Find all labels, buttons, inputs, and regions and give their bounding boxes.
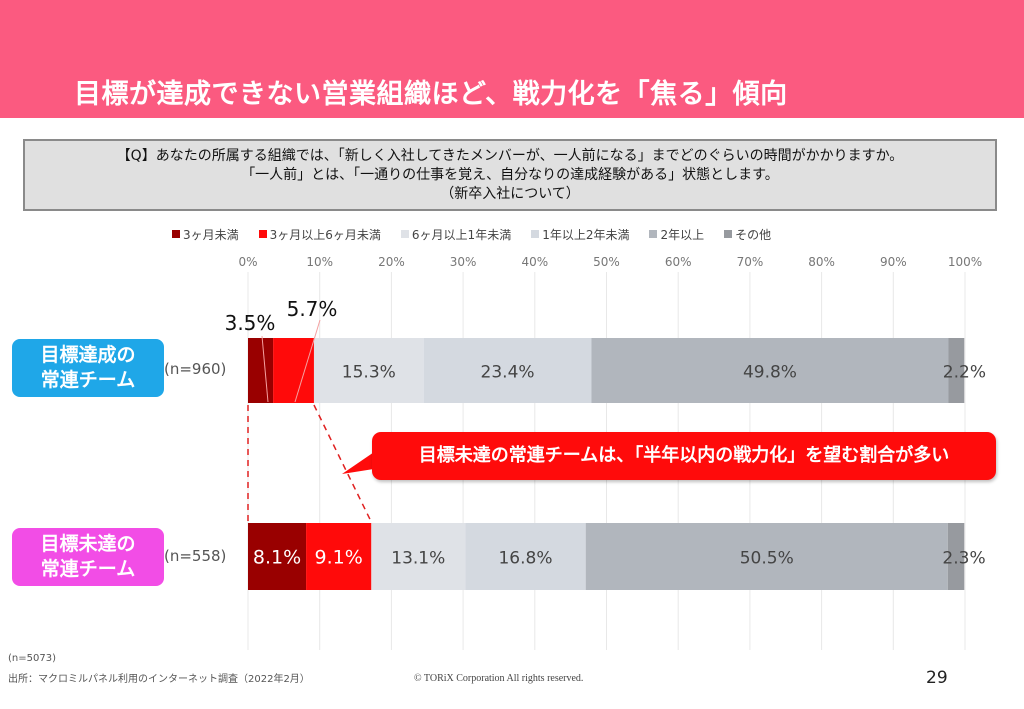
badge-achieving-team-label: 目標達成の 常連チーム <box>40 344 136 391</box>
n-label-achieving: (n=960) <box>164 360 227 378</box>
question-line-3: （新卒入社について） <box>440 186 580 202</box>
legend-item-4: 2年以上 <box>649 226 704 242</box>
x-tick-label-6: 60% <box>665 255 692 269</box>
bar-segment-1-3 <box>465 523 586 590</box>
bar-segment-0-3 <box>423 338 592 403</box>
bar-segment-1-2 <box>371 523 466 590</box>
legend-swatch-3 <box>531 230 540 238</box>
data-label-0-4: 49.8% <box>743 363 797 383</box>
data-label-1-1: 9.1% <box>315 547 363 569</box>
header-banner: 目標が達成できない営業組織ほど、戦力化を「焦る」傾向 <box>0 0 1024 118</box>
bar-segment-0-1 <box>273 338 314 403</box>
bar-segment-1-4 <box>585 523 948 590</box>
bar-segment-0-4 <box>591 338 949 403</box>
x-tick-label-2: 20% <box>378 255 405 269</box>
page-title: 目標が達成できない営業組織ほど、戦力化を「焦る」傾向 <box>74 79 788 110</box>
legend-swatch-0 <box>172 230 180 238</box>
x-tick-label-3: 30% <box>450 255 477 269</box>
bar-segment-1-5 <box>947 523 965 590</box>
badge-missing-team-label: 目標未達の 常連チーム <box>40 533 136 580</box>
data-label-0-5: 2.2% <box>943 363 986 383</box>
legend-item-3: 1年以上2年未満 <box>531 226 629 242</box>
question-line-1: 【Q】あなたの所属する組織では、「新しく入社してきたメンバーが、一人前になる」ま… <box>116 148 904 164</box>
x-tick-label-8: 80% <box>808 255 835 269</box>
data-label-1-3: 16.8% <box>498 549 552 569</box>
data-label-1-5: 2.3% <box>942 549 985 569</box>
data-label-1-0: 8.1% <box>253 547 301 569</box>
legend-label-4: 2年以上 <box>660 227 705 242</box>
question-box: 【Q】あなたの所属する組織では、「新しく入社してきたメンバーが、一人前になる」ま… <box>23 139 997 211</box>
bar-segment-1-0 <box>248 523 307 590</box>
legend-label-2: 6ヶ月以上1年未満 <box>411 227 512 242</box>
question-line-2: 「一人前」とは、「一通りの仕事を覚え、自分なりの達成経験がある」状態とします。 <box>241 167 779 183</box>
legend-label-5: その他 <box>735 227 772 242</box>
data-label-1-2: 13.1% <box>391 549 445 569</box>
legend-label-0: 3ヶ月未満 <box>183 227 239 242</box>
x-tick-label-7: 70% <box>737 255 764 269</box>
legend-swatch-5 <box>724 230 733 238</box>
x-tick-label-9: 90% <box>880 255 907 269</box>
legend-swatch-2 <box>400 230 409 238</box>
n-label-missing: (n=558) <box>164 547 227 565</box>
leader-line-3-5 <box>261 335 269 403</box>
legend-swatch-1 <box>258 230 267 238</box>
bar-segment-0-0 <box>248 338 274 403</box>
x-tick-label-1: 10% <box>306 255 333 269</box>
bar-segment-1-1 <box>306 523 372 590</box>
badge-achieving-team: 目標達成の 常連チーム <box>12 339 164 397</box>
footer-copyright: © TORiX Corporation All rights reserved. <box>414 673 584 684</box>
page-number: 29 <box>926 668 948 688</box>
callout-text: 目標未達の常連チームは、「半年以内の戦力化」を望む割合が多い <box>418 445 950 466</box>
data-label-0-1: 5.7% <box>287 297 338 321</box>
legend-swatch-4 <box>649 230 658 238</box>
footer-sample-size: (n=5073) <box>8 653 56 664</box>
x-tick-label-4: 40% <box>521 255 548 269</box>
callout-banner: 目標未達の常連チームは、「半年以内の戦力化」を望む割合が多い <box>372 432 996 480</box>
data-label-0-0: 3.5% <box>225 311 276 335</box>
chart-legend: 3ヶ月未満 3ヶ月以上6ヶ月未満 6ヶ月以上1年未満 1年以上2年未満 2年以上 その他 <box>172 226 771 242</box>
x-tick-label-5: 50% <box>593 255 620 269</box>
badge-missing-team: 目標未達の 常連チーム <box>12 528 164 586</box>
data-label-1-4: 50.5% <box>740 549 794 569</box>
bar-segment-0-2 <box>313 338 424 403</box>
legend-item-5: その他 <box>724 226 771 242</box>
legend-item-1: 3ヶ月以上6ヶ月未満 <box>258 226 381 242</box>
footer-source: 出所：マクロミルパネル利用のインターネット調査（2022年2月） <box>8 674 310 685</box>
leader-line-5-7 <box>294 319 321 403</box>
data-label-0-3: 23.4% <box>481 363 535 383</box>
legend-item-2: 6ヶ月以上1年未満 <box>400 226 512 242</box>
legend-label-1: 3ヶ月以上6ヶ月未満 <box>269 227 381 242</box>
bar-segment-0-5 <box>948 338 965 403</box>
data-label-0-2: 15.3% <box>342 363 396 383</box>
x-tick-label-0: 0% <box>238 255 257 269</box>
legend-item-0: 3ヶ月未満 <box>172 226 239 242</box>
legend-label-3: 1年以上2年未満 <box>542 227 630 242</box>
x-tick-label-10: 100% <box>948 255 982 269</box>
callout-pointer <box>342 448 380 474</box>
